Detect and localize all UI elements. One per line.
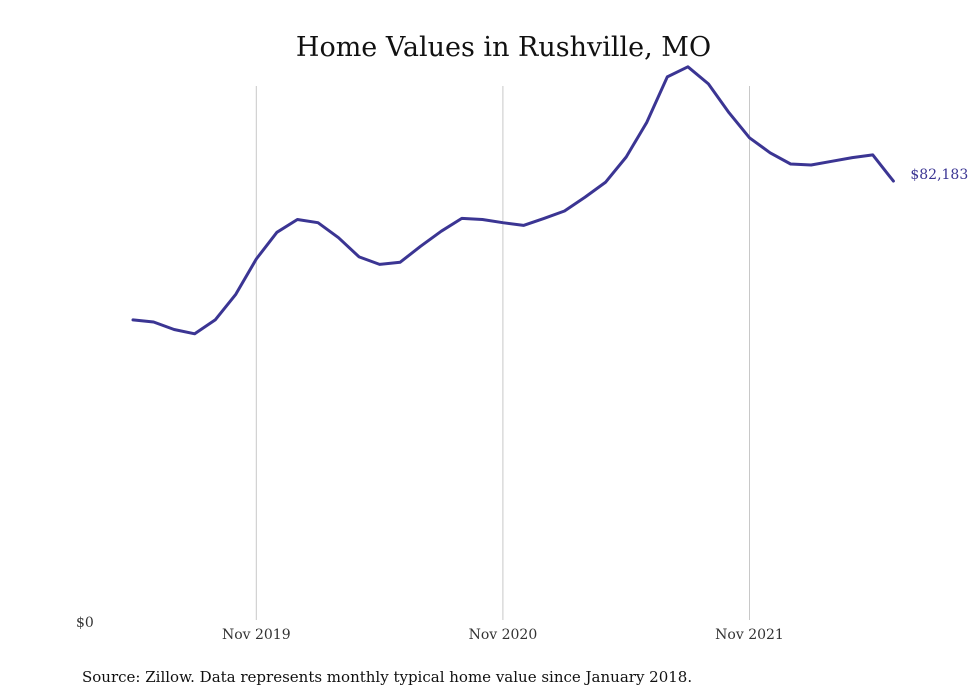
x-tick-label: Nov 2020 xyxy=(469,627,538,643)
x-tick-label: Nov 2021 xyxy=(715,627,784,643)
series-line xyxy=(131,65,895,336)
end-value-label: $82,183 xyxy=(910,167,968,183)
chart-title: Home Values in Rushville, MO xyxy=(295,32,712,63)
x-tick-label: Nov 2019 xyxy=(222,627,291,643)
y-axis-label: $0 xyxy=(76,615,94,631)
chart-source-note: Source: Zillow. Data represents monthly … xyxy=(82,668,693,686)
